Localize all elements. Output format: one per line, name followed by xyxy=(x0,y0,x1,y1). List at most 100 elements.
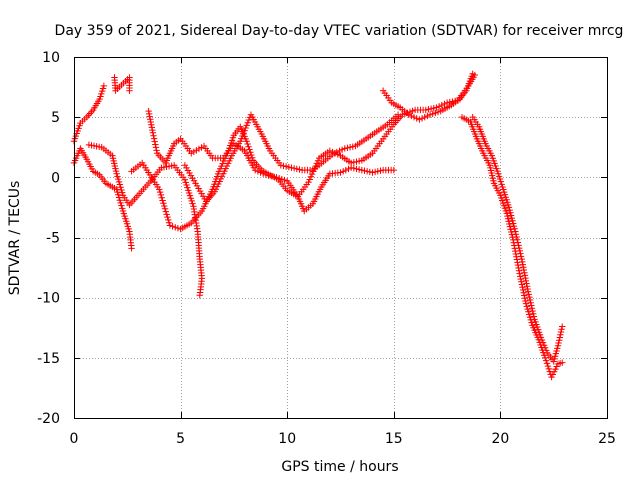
data-point xyxy=(515,264,522,272)
data-point xyxy=(238,135,245,142)
data-point xyxy=(497,178,505,185)
data-point xyxy=(508,214,515,222)
data-point xyxy=(147,116,154,123)
data-point xyxy=(151,138,158,145)
data-point xyxy=(374,168,382,175)
data-point xyxy=(369,169,376,176)
data-point xyxy=(555,339,562,347)
data-point xyxy=(559,323,566,330)
y-tick-label: 5 xyxy=(51,110,60,126)
data-point xyxy=(518,255,525,263)
data-point xyxy=(517,253,525,260)
data-point xyxy=(164,213,171,221)
data-point xyxy=(330,150,338,157)
data-point xyxy=(99,85,107,92)
data-point xyxy=(507,209,514,216)
data-point xyxy=(181,176,189,183)
data-point xyxy=(521,292,528,299)
data-point xyxy=(496,175,504,183)
series-track-g xyxy=(181,111,402,205)
data-point xyxy=(148,124,156,131)
data-point xyxy=(114,173,121,180)
data-point xyxy=(118,186,125,194)
data-point xyxy=(522,300,530,307)
data-point xyxy=(347,159,355,167)
data-point xyxy=(527,316,534,324)
data-point xyxy=(525,311,533,318)
data-point xyxy=(518,281,526,288)
data-point xyxy=(506,206,513,214)
data-point xyxy=(282,163,290,170)
data-point xyxy=(405,111,412,118)
data-point xyxy=(152,141,159,148)
data-point xyxy=(183,181,190,189)
data-point xyxy=(504,215,512,222)
data-point xyxy=(98,87,106,95)
data-point xyxy=(542,357,550,364)
data-point xyxy=(377,167,384,174)
data-point xyxy=(288,164,295,171)
data-point xyxy=(522,277,530,285)
data-point xyxy=(187,195,195,202)
data-point xyxy=(422,106,429,114)
data-point xyxy=(421,113,428,121)
data-point xyxy=(518,278,525,286)
data-point xyxy=(145,107,152,115)
data-point xyxy=(185,187,192,194)
data-point xyxy=(247,149,254,156)
data-point xyxy=(517,275,524,283)
series-track-j xyxy=(469,113,566,365)
plot-frame xyxy=(74,57,608,419)
data-point xyxy=(243,122,250,129)
y-tick-label: -15 xyxy=(37,351,60,367)
data-point xyxy=(306,176,313,183)
data-point xyxy=(507,212,515,219)
data-point xyxy=(119,189,126,196)
data-point xyxy=(118,202,125,209)
data-point xyxy=(248,154,256,161)
data-point xyxy=(117,184,124,191)
data-point xyxy=(512,231,520,238)
data-point xyxy=(503,210,510,217)
y-tick-label: 10 xyxy=(42,50,60,66)
data-point xyxy=(363,168,371,175)
data-point xyxy=(246,146,253,153)
data-point xyxy=(425,106,432,113)
data-point xyxy=(349,143,356,150)
data-point xyxy=(506,220,513,228)
data-point xyxy=(526,296,534,304)
data-point xyxy=(150,135,158,142)
data-point xyxy=(371,168,379,176)
data-point xyxy=(510,222,518,230)
data-point xyxy=(530,310,537,317)
data-point xyxy=(514,259,521,266)
data-point xyxy=(433,104,440,111)
data-point xyxy=(429,110,436,118)
y-tick-label: -20 xyxy=(37,411,60,427)
data-point xyxy=(165,216,172,224)
data-point xyxy=(519,286,527,294)
data-point xyxy=(146,113,153,120)
data-point xyxy=(285,163,292,171)
data-point xyxy=(519,284,526,291)
data-point xyxy=(514,261,522,269)
data-point xyxy=(158,194,165,201)
data-point xyxy=(517,250,524,257)
data-point xyxy=(520,266,528,274)
data-point xyxy=(145,110,153,118)
data-point xyxy=(521,295,529,302)
data-point xyxy=(162,208,170,215)
data-point xyxy=(333,148,340,156)
data-point xyxy=(326,147,334,155)
data-point xyxy=(516,247,524,255)
data-point xyxy=(358,166,366,174)
data-point xyxy=(512,228,519,235)
data-point xyxy=(513,233,520,241)
data-point xyxy=(152,144,160,151)
data-point xyxy=(128,245,135,252)
data-point xyxy=(339,168,347,175)
data-point xyxy=(166,222,174,229)
data-point xyxy=(427,105,435,112)
data-point xyxy=(314,157,322,164)
data-point xyxy=(519,261,526,268)
